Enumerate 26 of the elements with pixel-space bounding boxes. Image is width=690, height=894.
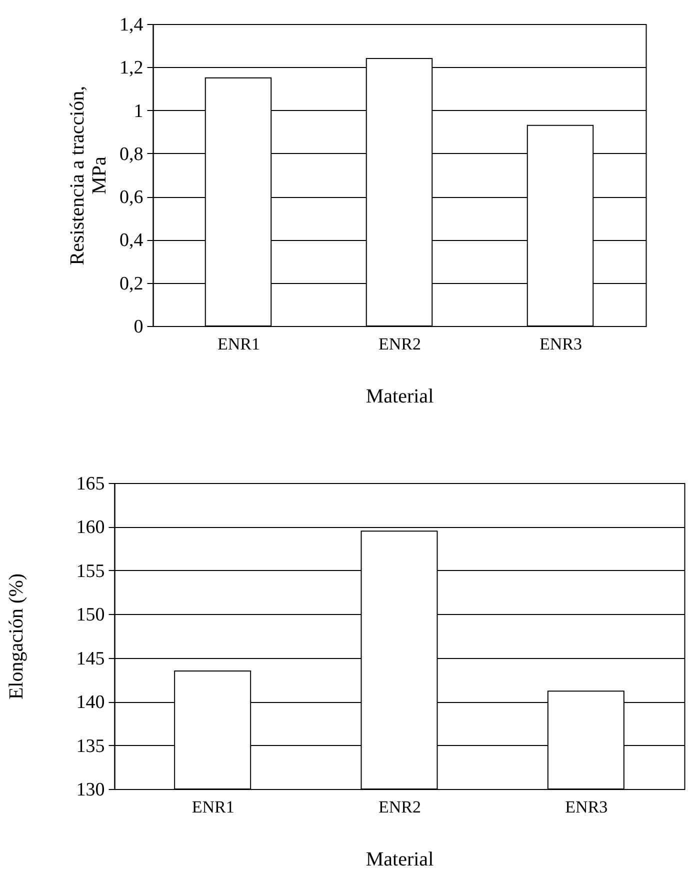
y-tick-label: 145 xyxy=(76,648,105,670)
y-tick-label: 0 xyxy=(134,316,144,338)
y-tick-label: 0,6 xyxy=(120,187,144,208)
x-tick-label: ENR3 xyxy=(565,798,608,816)
x-tick-label: ENR1 xyxy=(192,798,234,816)
y-tick-label: 0,4 xyxy=(120,230,144,252)
y-tick-label: 1,2 xyxy=(120,58,144,79)
y-tick-label: 130 xyxy=(76,780,105,800)
y-tick-label: 155 xyxy=(76,560,105,582)
y-tick-label: 140 xyxy=(76,692,105,714)
y-tick-label: 1 xyxy=(134,100,144,122)
y-tick-label: 1,4 xyxy=(120,14,144,36)
y-tick-label: 160 xyxy=(76,517,105,538)
x-tick-label: ENR1 xyxy=(218,334,260,354)
x-tick-label: ENR2 xyxy=(378,798,421,816)
y-tick-label: 0,8 xyxy=(120,144,144,165)
x-tick-label: ENR3 xyxy=(540,334,582,354)
y-tick-label: 165 xyxy=(76,474,105,494)
y-axis-title: Resistencia a tracción, MPa xyxy=(66,86,110,266)
x-axis-title: Material xyxy=(366,848,434,870)
y-tick-label: 150 xyxy=(76,604,105,626)
y-tick-label: 135 xyxy=(76,736,105,757)
y-axis-title: Elongación (%) xyxy=(5,573,28,700)
y-tick-label: 0,2 xyxy=(120,273,144,294)
x-tick-label: ENR2 xyxy=(378,334,421,354)
x-axis-title: Material xyxy=(366,386,434,408)
